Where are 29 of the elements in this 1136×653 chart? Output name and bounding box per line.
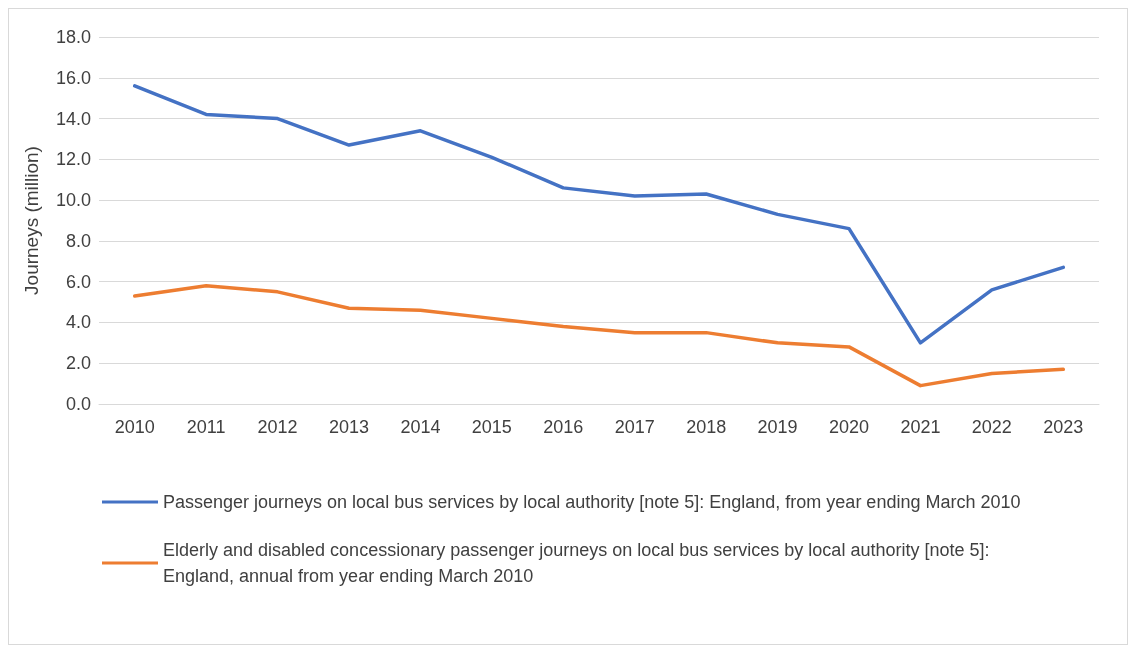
y-tick-label: 8.0 <box>65 230 91 251</box>
y-tick-label: 4.0 <box>65 312 91 333</box>
x-tick-label: 2023 <box>1043 417 1084 437</box>
x-tick-label: 2010 <box>114 417 155 437</box>
line-series <box>132 84 1066 345</box>
x-tick-label: 2016 <box>543 417 584 437</box>
x-tick-label: 2012 <box>257 417 298 437</box>
x-tick-label: 2017 <box>614 417 655 437</box>
x-tick-label: 2014 <box>400 417 441 437</box>
y-tick-label: 0.0 <box>65 394 91 414</box>
y-tick-label: 18.0 <box>55 27 91 47</box>
line-series <box>132 283 1066 388</box>
y-tick-label: 12.0 <box>55 149 91 170</box>
x-tick-label: 2015 <box>471 417 512 437</box>
x-tick-label: 2011 <box>186 417 226 437</box>
x-tick-label: 2018 <box>686 417 727 437</box>
y-tick-label: 10.0 <box>55 190 91 211</box>
x-tick-label: 2021 <box>900 417 941 437</box>
y-axis-title: Journeys (million) <box>21 146 42 295</box>
y-tick-label: 16.0 <box>55 67 91 88</box>
y-tick-label: 2.0 <box>65 353 91 374</box>
legend-label: Elderly and disabled concessionary passenger journeys on local bus services by local authority [note 5]: England, annual from year ending March 2010 <box>163 540 995 586</box>
x-tick-label: 2022 <box>971 417 1012 437</box>
y-tick-label: 14.0 <box>55 108 91 129</box>
x-tick-label: 2019 <box>757 417 798 437</box>
x-tick-label: 2020 <box>828 417 870 437</box>
x-tick-label: 2013 <box>328 417 370 437</box>
legend-label: Passenger journeys on local bus services by local authority [note 5]: England, from year ending March 2010 <box>163 492 1021 512</box>
y-tick-label: 6.0 <box>65 271 91 292</box>
